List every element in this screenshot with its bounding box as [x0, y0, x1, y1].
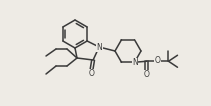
Text: N: N	[132, 58, 138, 67]
Text: O: O	[155, 56, 160, 65]
Text: O: O	[143, 70, 149, 79]
Text: N: N	[97, 43, 103, 52]
Text: O: O	[88, 69, 94, 78]
